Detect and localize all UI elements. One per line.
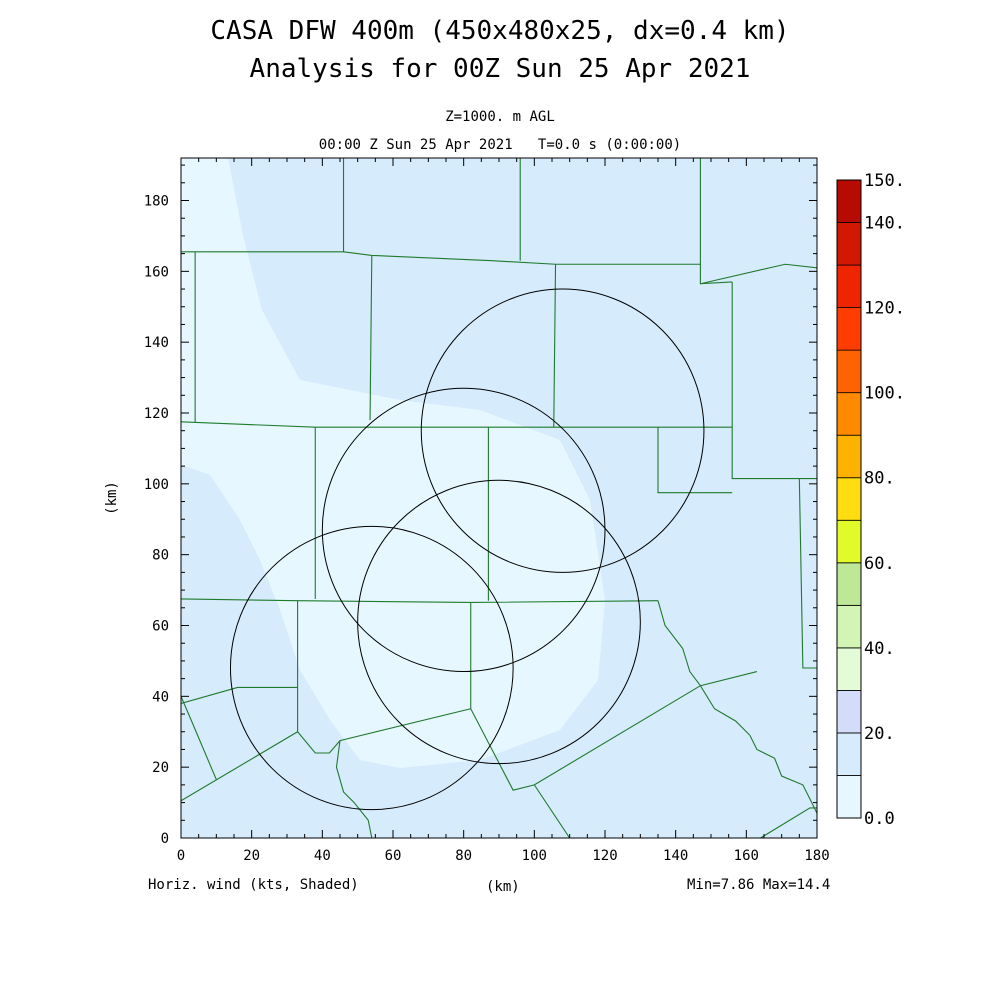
county-line <box>369 255 373 421</box>
colorbar-swatch <box>836 477 862 521</box>
county-line <box>181 671 758 802</box>
radar-ring <box>321 387 606 673</box>
level-label: Z=1000. m AGL <box>445 109 555 125</box>
county-line <box>760 807 817 838</box>
wind-field-shading <box>181 158 817 838</box>
colorbar-frame <box>836 179 862 819</box>
variable-label: Horiz. wind (kts, Shaded) <box>148 877 359 893</box>
time-label: 00:00 Z Sun 25 Apr 2021 T=0.0 s (0:00:00… <box>318 137 682 153</box>
county-line <box>700 263 817 285</box>
y-tick-label: 160 <box>144 264 169 280</box>
y-tick-label: 40 <box>152 689 169 705</box>
min-max-label: Min=7.86 Max=14.4 <box>687 877 831 893</box>
x-tick-label: 120 <box>592 848 617 864</box>
x-tick-label: 20 <box>243 848 260 864</box>
colorbar-swatch <box>836 264 862 309</box>
colorbar-label: 80. <box>864 469 895 489</box>
colorbar-swatch <box>836 434 862 479</box>
y-tick-label: 20 <box>152 760 169 776</box>
colorbar-label: 40. <box>864 639 895 659</box>
colorbar-swatch <box>836 392 862 436</box>
county-line <box>798 478 817 669</box>
colorbar-label: 60. <box>864 554 895 574</box>
y-tick-label: 80 <box>152 548 169 564</box>
axes: 0 20 40 60 80 100 120 140 160 180 0 20 40 60 80 100 120 1… <box>144 158 830 864</box>
colorbar-swatch <box>836 732 862 776</box>
colorbar-swatch <box>836 647 862 691</box>
county-line <box>181 421 733 428</box>
county-line <box>335 740 373 838</box>
y-tick-label: 180 <box>144 194 169 210</box>
chart-title: CASA DFW 400m (450x480x25, dx=0.4 km) <box>210 16 790 46</box>
colorbar-swatch <box>836 222 862 266</box>
radar-ring <box>357 479 641 765</box>
county-line <box>657 600 817 814</box>
colorbar-swatch <box>836 179 862 223</box>
x-tick-label: 100 <box>522 848 547 864</box>
x-tick-label: 140 <box>663 848 688 864</box>
colorbar: 0.0 20. 40. 60. 80. 100. 120. 140. 150. <box>836 171 905 829</box>
x-tick-label: 0 <box>177 848 185 864</box>
colorbar-swatch <box>836 562 862 606</box>
radar-ring <box>420 288 705 573</box>
county-line <box>181 598 659 604</box>
chart-subtitle: Analysis for 00Z Sun 25 Apr 2021 <box>249 54 751 84</box>
x-tick-label: 160 <box>734 848 759 864</box>
y-tick-label: 100 <box>144 477 169 493</box>
colorbar-label: 20. <box>864 724 895 744</box>
colorbar-swatch <box>836 690 862 734</box>
colorbar-swatch <box>836 307 862 351</box>
x-tick-label: 180 <box>804 848 829 864</box>
county-line <box>181 696 217 780</box>
x-axis-label: (km) <box>486 879 520 895</box>
county-line <box>533 784 571 838</box>
county-line <box>553 264 557 428</box>
y-tick-label: 120 <box>144 406 169 422</box>
y-tick-label: 0 <box>161 831 169 847</box>
colorbar-swatch <box>836 519 862 564</box>
y-tick-label: 60 <box>152 619 169 635</box>
wind-band-0-10 <box>181 158 605 768</box>
colorbar-swatch <box>836 775 862 819</box>
y-tick-label: 140 <box>144 335 169 351</box>
county-line <box>731 427 817 480</box>
y-axis-label: (km) <box>104 481 120 515</box>
colorbar-label: 100. <box>864 384 905 404</box>
x-tick-label: 80 <box>455 848 472 864</box>
colorbar-swatch <box>836 349 862 394</box>
county-line <box>657 427 733 494</box>
colorbar-swatch <box>836 604 862 649</box>
county-boundaries <box>181 158 817 838</box>
radar-rings <box>229 288 705 811</box>
county-line <box>181 686 298 704</box>
colorbar-label: 150. <box>864 171 905 191</box>
colorbar-label: 120. <box>864 299 905 319</box>
x-tick-label: 40 <box>314 848 331 864</box>
colorbar-label: 0.0 <box>864 809 895 829</box>
radar-ring <box>229 525 514 811</box>
x-tick-label: 60 <box>385 848 402 864</box>
colorbar-label: 140. <box>864 214 905 234</box>
